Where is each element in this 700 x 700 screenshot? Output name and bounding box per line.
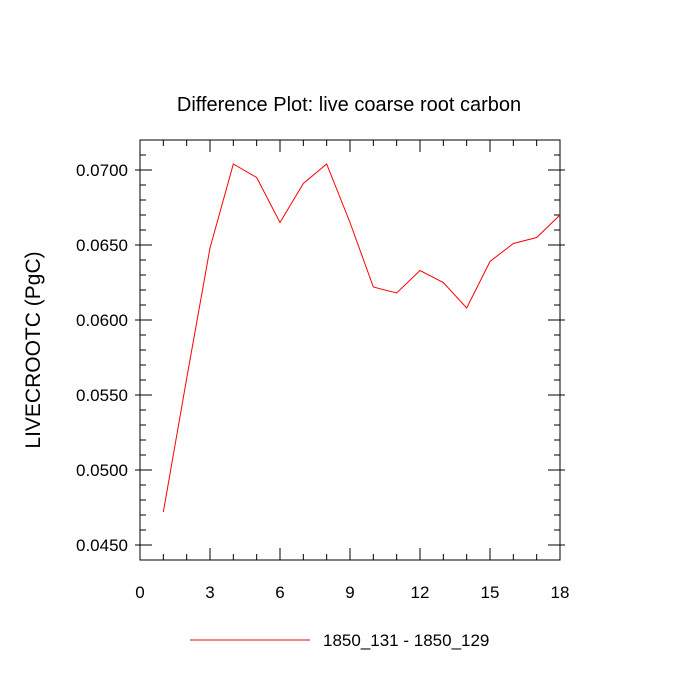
legend: 1850_131 - 1850_129 bbox=[190, 631, 489, 650]
series-line bbox=[162, 163, 561, 513]
x-tick-label: 18 bbox=[551, 583, 570, 602]
y-tick-label: 0.0550 bbox=[76, 386, 128, 405]
y-tick-label: 0.0650 bbox=[76, 236, 128, 255]
x-tick-label: 6 bbox=[275, 583, 284, 602]
y-axis-ticks: 0.0450 0.0500 0.0550 0.0600 0.0650 0.0700 bbox=[76, 139, 565, 561]
x-tick-label: 15 bbox=[481, 583, 500, 602]
chart-title: Difference Plot: live coarse root carbon bbox=[177, 94, 521, 116]
y-tick-label: 0.0450 bbox=[76, 536, 128, 555]
y-axis-label: LIVECROOTC (PgC) bbox=[22, 251, 45, 448]
y-tick-label: 0.0600 bbox=[76, 311, 128, 330]
x-axis-ticks: 0 3 6 9 12 15 18 bbox=[135, 140, 569, 602]
series-layer bbox=[162, 163, 561, 513]
x-tick-label: 0 bbox=[135, 583, 144, 602]
x-tick-label: 9 bbox=[345, 583, 354, 602]
y-tick-label: 0.0700 bbox=[76, 161, 128, 180]
y-tick-label: 0.0500 bbox=[76, 461, 128, 480]
plot-frame bbox=[139, 139, 561, 561]
legend-label: 1850_131 - 1850_129 bbox=[323, 631, 489, 650]
x-tick-label: 3 bbox=[205, 583, 214, 602]
x-tick-label: 12 bbox=[411, 583, 430, 602]
